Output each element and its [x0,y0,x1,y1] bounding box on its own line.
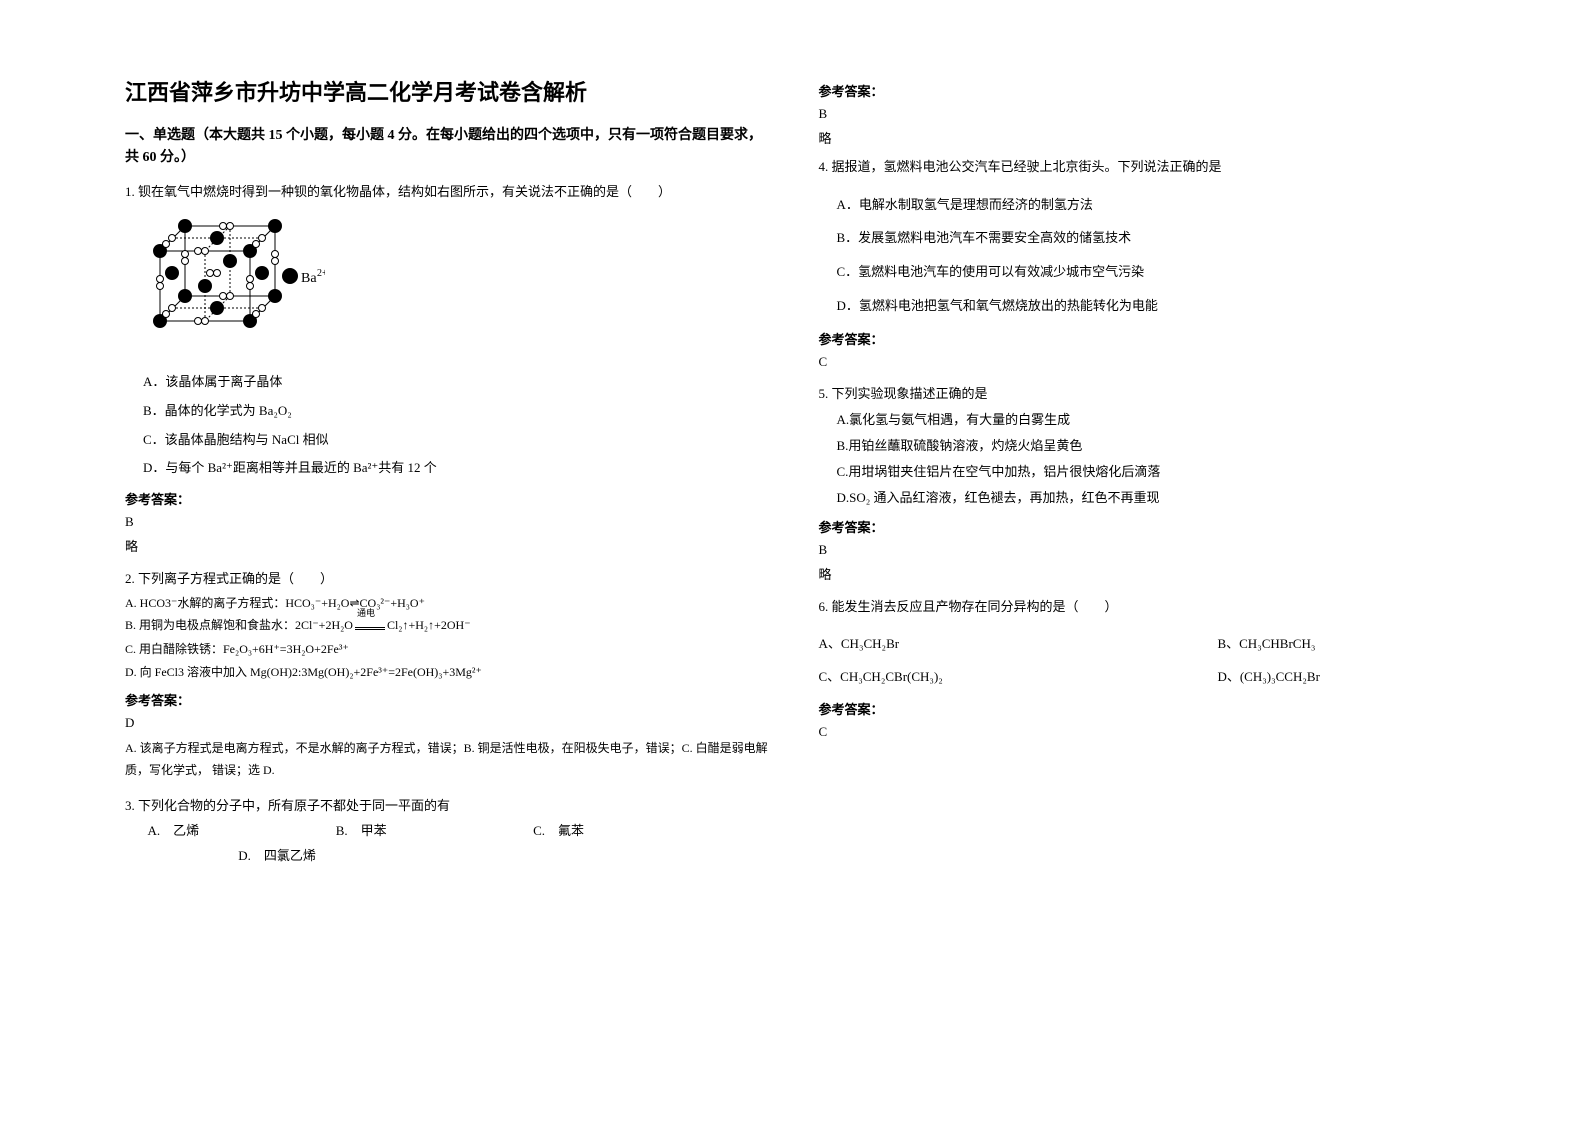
document-title: 江西省萍乡市升坊中学高二化学月考试卷含解析 [125,75,769,107]
q3-options-row: A. 乙烯 B. 甲苯 C. 氟苯 D. 四氯乙烯 [125,819,769,868]
question-3: 3. 下列化合物的分子中，所有原子不都处于同一平面的有 A. 乙烯 B. 甲苯 … [125,794,769,868]
q4-option-c: C．氢燃料电池汽车的使用可以有效减少城市空气污染 [837,255,1463,289]
q6-answer-label: 参考答案： [819,699,1463,718]
q3-answer: B [819,106,1463,122]
question-1: 1. 钡在氧气中燃烧时得到一种钡的氧化物晶体，结构如右图所示，有关说法不正确的是… [125,180,769,555]
section-1-heading: 一、单选题（本大题共 15 个小题，每小题 4 分。在每小题给出的四个选项中，只… [125,125,769,170]
q4-stem: 4. 据报道，氢燃料电池公交汽车已经驶上北京街头。下列说法正确的是 [819,155,1463,180]
q3-option-a: A. 乙烯 [148,823,200,838]
q3-answer-label: 参考答案： [819,81,1463,100]
q5-option-d: D.SO₂ 通入品红溶液，红色褪去，再加热，红色不再重现 [837,485,1463,511]
q6-option-a: A、CH₃CH₂Br [819,633,1218,652]
q1-note: 略 [125,536,769,555]
q2-note: A. 该离子方程式是电离方程式，不是水解的离子方程式，错误；B. 铜是活性电极，… [125,737,769,783]
q4-option-d: D．氢燃料电池把氢气和氧气燃烧放出的热能转化为电能 [837,289,1463,323]
question-6: 6. 能发生消去反应且产物存在同分异构的是（ ） A、CH₃CH₂Br B、CH… [819,595,1463,741]
q2-optb-pre: B. 用铜为电极点解饱和食盐水：2Cl⁻+2H₂O [125,618,353,632]
q1-option-c: C．该晶体晶胞结构与 NaCl 相似 [143,426,769,455]
question-5: 5. 下列实验现象描述正确的是 A.氯化氢与氨气相遇，有大量的白雾生成 B.用铂… [819,382,1463,583]
q5-option-a: A.氯化氢与氨气相遇，有大量的白雾生成 [837,407,1463,433]
question-4: 4. 据报道，氢燃料电池公交汽车已经驶上北京街头。下列说法正确的是 A．电解水制… [819,155,1463,370]
q2-answer-label: 参考答案： [125,690,769,709]
q1-diagram: Ba 2+ [145,216,769,356]
left-column: 江西省萍乡市升坊中学高二化学月考试卷含解析 一、单选题（本大题共 15 个小题，… [100,75,794,1082]
q1-option-a: A．该晶体属于离子晶体 [143,368,769,397]
q5-option-b: B.用铂丝蘸取硫酸钠溶液，灼烧火焰呈黄色 [837,433,1463,459]
question-2: 2. 下列离子方程式正确的是（ ） A. HCO3⁻水解的离子方程式：HCO₃⁻… [125,567,769,782]
q1-option-b: B．晶体的化学式为 Ba₂O₂ [143,397,769,426]
q3-option-d: D. 四氯乙烯 [238,848,316,863]
q3-stem: 3. 下列化合物的分子中，所有原子不都处于同一平面的有 [125,794,769,819]
q3-option-c: C. 氟苯 [533,823,584,838]
q4-answer: C [819,354,1463,370]
q2-option-a: A. HCO3⁻水解的离子方程式：HCO₃⁻+H₂O⇌CO₃²⁻+H₃O⁺ [125,592,769,615]
q4-option-b: B．发展氢燃料电池汽车不需要安全高效的储氢技术 [837,221,1463,255]
right-column: 参考答案： B 略 4. 据报道，氢燃料电池公交汽车已经驶上北京街头。下列说法正… [794,75,1488,1082]
diagram-label: Ba [301,271,317,286]
q6-row-2: C、CH₃CH₂CBr(CH₃)₂ D、(CH₃)₃CCH₂Br [819,666,1463,685]
q1-answer-label: 参考答案： [125,489,769,508]
q1-stem: 1. 钡在氧气中燃烧时得到一种钡的氧化物晶体，结构如右图所示，有关说法不正确的是… [125,180,769,205]
q5-note: 略 [819,564,1463,583]
q2-option-c: C. 用白醋除铁锈：Fe₂O₃+6H⁺=3H₂O+2Fe³⁺ [125,638,769,661]
q3-option-b: B. 甲苯 [336,823,387,838]
q6-row-1: A、CH₃CH₂Br B、CH₃CHBrCH₃ [819,633,1463,652]
q5-answer: B [819,542,1463,558]
q2-option-d: D. 向 FeCl3 溶液中加入 Mg(OH)2:3Mg(OH)₂+2Fe³⁺=… [125,661,769,684]
q6-option-b: B、CH₃CHBrCH₃ [1217,633,1315,652]
q6-stem: 6. 能发生消去反应且产物存在同分异构的是（ ） [819,595,1463,620]
q1-answer: B [125,514,769,530]
q2-option-b: B. 用铜为电极点解饱和食盐水：2Cl⁻+2H₂O 通电 Cl₂↑+H₂↑+2O… [125,614,769,638]
q2-answer: D [125,715,769,731]
q6-answer: C [819,724,1463,740]
q2-optb-post: Cl₂↑+H₂↑+2OH⁻ [387,618,471,632]
q4-answer-label: 参考答案： [819,329,1463,348]
q5-stem: 5. 下列实验现象描述正确的是 [819,382,1463,407]
q4-option-a: A．电解水制取氢气是理想而经济的制氢方法 [837,188,1463,222]
q6-option-c: C、CH₃CH₂CBr(CH₃)₂ [819,666,1218,685]
q5-answer-label: 参考答案： [819,517,1463,536]
q2-stem: 2. 下列离子方程式正确的是（ ） [125,567,769,592]
q5-option-c: C.用坩埚钳夹住铝片在空气中加热，铝片很快熔化后滴落 [837,459,1463,485]
q1-option-d: D．与每个 Ba²⁺距离相等并且最近的 Ba²⁺共有 12 个 [143,454,769,483]
q6-option-d: D、(CH₃)₃CCH₂Br [1217,666,1319,685]
svg-text:2+: 2+ [317,268,325,279]
q3-note: 略 [819,128,1463,147]
electrolysis-label: 通电 [357,605,375,622]
